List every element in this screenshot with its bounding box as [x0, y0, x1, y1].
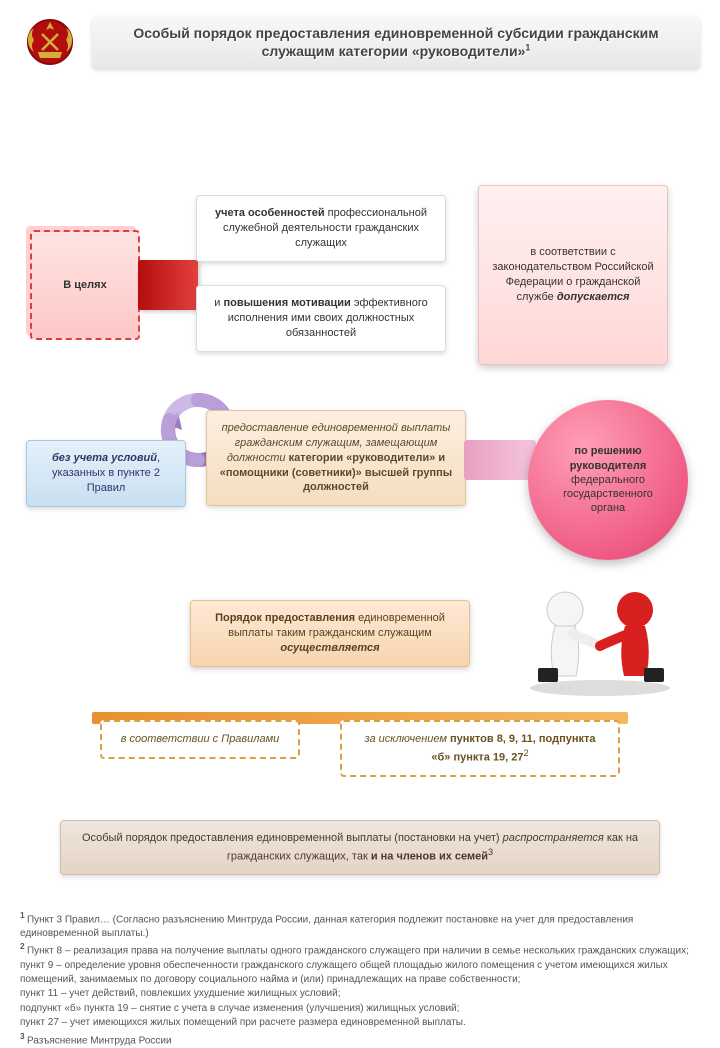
rules-box: в соответствии с Правилами	[100, 720, 300, 759]
summary-box: Особый порядок предоставления единовреме…	[60, 820, 660, 875]
handshake-figures-icon	[510, 580, 690, 700]
connector-red	[138, 260, 198, 310]
goals-box: В целях	[30, 230, 140, 340]
order-box: Порядок предоставления единовременной вы…	[190, 600, 470, 667]
motivation-box: и повышения мотивации эффективного испол…	[196, 285, 446, 352]
decision-circle: по решению руководителя федерального гос…	[528, 400, 688, 560]
features-box: учета особенностей профессиональной служ…	[196, 195, 446, 262]
exceptions-box: за исключением пунктов 8, 9, 11, подпунк…	[340, 720, 620, 777]
without-conditions-box: без учета условий, указанных в пункте 2 …	[26, 440, 186, 507]
provision-box: предоставление единовременной выплаты гр…	[206, 410, 466, 506]
connector-pink	[464, 440, 536, 480]
page-title: Особый порядок предоставления единовреме…	[92, 16, 700, 68]
legislation-box: в соответствии с законодательством Росси…	[478, 185, 668, 365]
footnotes: 1 Пункт 3 Правил… (Согласно разъяснению …	[20, 910, 700, 1048]
emblem-icon	[20, 12, 80, 72]
